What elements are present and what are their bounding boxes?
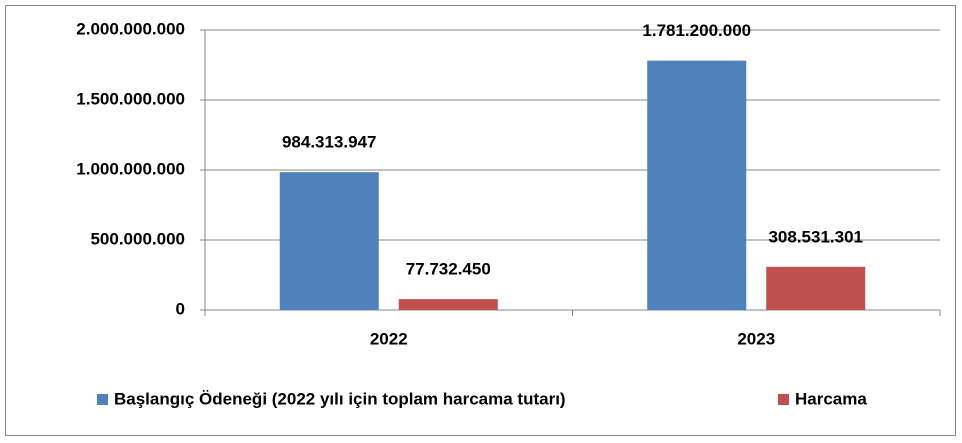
data-label: 984.313.947 <box>282 133 377 152</box>
chart-frame <box>5 5 956 436</box>
y-tick-label: 2.000.000.000 <box>76 19 185 38</box>
x-tick-label: 2023 <box>737 329 775 348</box>
y-tick-label: 0 <box>176 299 185 318</box>
data-label: 77.732.450 <box>406 260 491 279</box>
legend-swatch <box>97 394 108 405</box>
bar <box>398 299 498 310</box>
y-tick-label: 1.500.000.000 <box>76 89 185 108</box>
y-tick-label: 1.000.000.000 <box>76 159 185 178</box>
legend-swatch <box>778 394 789 405</box>
bar <box>647 60 747 310</box>
x-tick-label: 2022 <box>370 329 408 348</box>
y-tick-label: 500.000.000 <box>90 229 185 248</box>
data-label: 308.531.301 <box>768 227 863 246</box>
bar <box>766 266 866 310</box>
legend-label: Başlangıç Ödeneği (2022 yılı için toplam… <box>114 389 566 408</box>
data-label: 1.781.200.000 <box>642 21 751 40</box>
bar <box>279 172 379 310</box>
legend-label: Harcama <box>795 389 867 408</box>
